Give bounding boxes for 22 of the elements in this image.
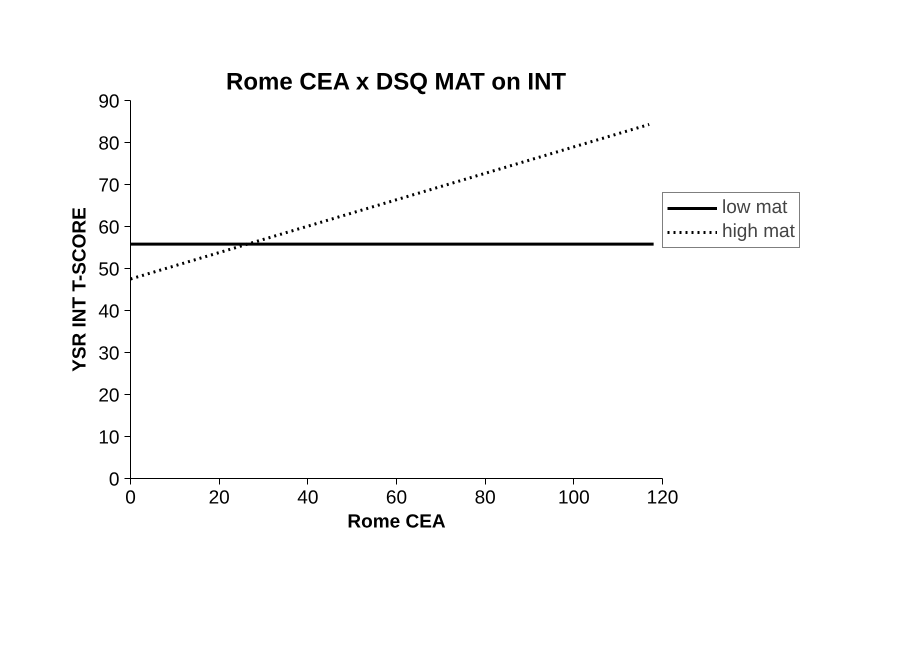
y-tick-label: 0 bbox=[108, 470, 120, 490]
y-tick-label: 30 bbox=[98, 344, 120, 364]
x-tick-label: 20 bbox=[208, 488, 230, 508]
legend-label: low mat bbox=[722, 197, 788, 219]
x-tick-label: 0 bbox=[125, 488, 136, 508]
x-tick-label: 80 bbox=[474, 488, 496, 508]
y-tick-label: 70 bbox=[98, 176, 120, 196]
y-tick-label: 40 bbox=[98, 302, 120, 322]
x-axis-title: Rome CEA bbox=[347, 512, 446, 532]
y-axis-title: YSR INT T-SCORE bbox=[69, 207, 90, 372]
y-tick-label: 10 bbox=[98, 428, 120, 448]
x-tick-label: 100 bbox=[558, 488, 590, 508]
y-tick-label: 20 bbox=[98, 386, 120, 406]
x-tick-label: 40 bbox=[297, 488, 318, 508]
y-tick-label: 50 bbox=[98, 260, 120, 280]
y-tick-label: 80 bbox=[98, 134, 120, 154]
legend-label: high mat bbox=[722, 221, 795, 243]
y-tick-label: 60 bbox=[98, 218, 120, 238]
y-tick-label: 90 bbox=[98, 92, 120, 112]
x-tick-label: 60 bbox=[386, 488, 408, 508]
x-tick-label: 120 bbox=[646, 488, 678, 508]
chart-title: Rome CEA x DSQ MAT on INT bbox=[226, 68, 566, 96]
